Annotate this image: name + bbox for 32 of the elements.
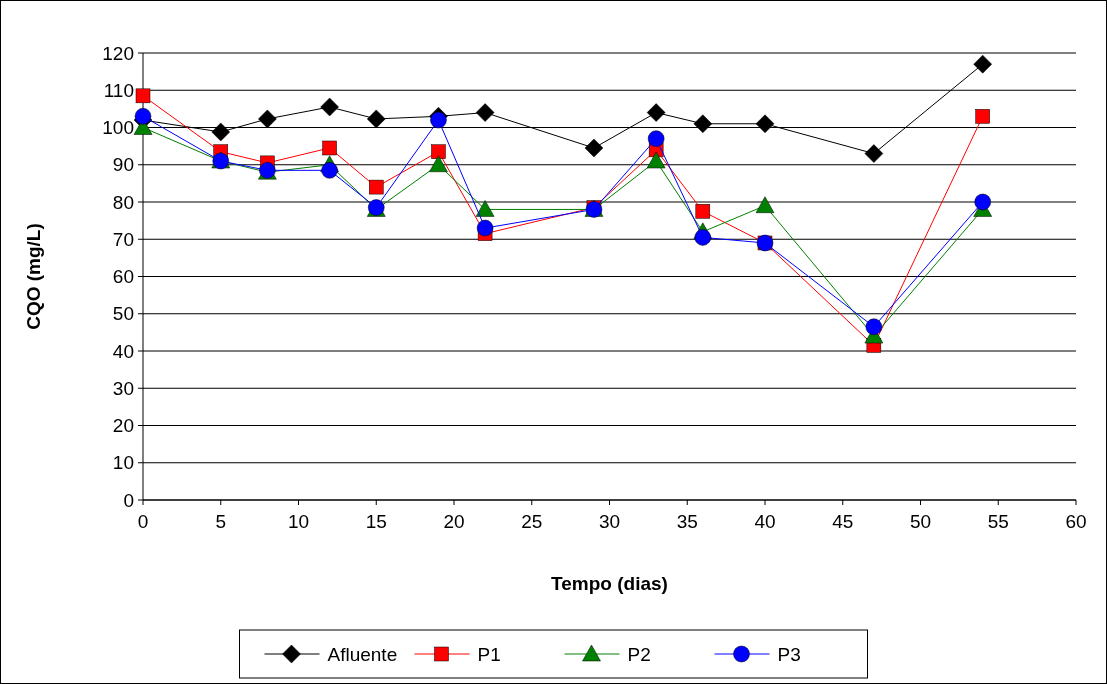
- x-tick-label: 20: [443, 511, 465, 532]
- x-tick-label: 25: [521, 511, 543, 532]
- y-tick-label: 10: [112, 452, 134, 474]
- x-tick-label: 55: [987, 511, 1009, 532]
- legend-label: P1: [477, 643, 501, 665]
- x-axis-title: Tempo (dias): [551, 573, 668, 594]
- y-tick-label: 80: [112, 191, 134, 213]
- y-tick-label: 70: [112, 228, 134, 250]
- x-tick-label: 35: [676, 511, 698, 532]
- x-tick-label: 0: [137, 511, 149, 532]
- y-tick-label: 120: [102, 42, 134, 64]
- y-tick-label: 110: [103, 79, 134, 101]
- x-tick-label: 50: [909, 511, 932, 532]
- legend-label: Afluente: [327, 643, 398, 665]
- x-tick-label: 30: [598, 511, 621, 532]
- y-tick-label: 50: [112, 303, 134, 325]
- y-axis-title: CQO (mg/L): [23, 223, 44, 330]
- y-tick-label: 90: [112, 154, 134, 176]
- x-tick-label: 45: [832, 511, 854, 532]
- y-tick-label: 40: [112, 340, 134, 362]
- x-tick-label: 10: [287, 511, 310, 532]
- y-tick-label: 20: [112, 415, 134, 437]
- y-tick-label: 30: [112, 377, 134, 399]
- x-tick-label: 60: [1065, 511, 1087, 532]
- legend-label: P2: [627, 643, 651, 665]
- y-tick-label: 100: [102, 117, 134, 139]
- y-tick-label: 0: [123, 489, 134, 511]
- x-tick-label: 40: [754, 511, 776, 532]
- legend-label: P3: [777, 643, 801, 665]
- x-tick-label: 5: [215, 511, 227, 532]
- x-tick-label: 15: [365, 511, 387, 532]
- y-tick-label: 60: [112, 266, 134, 288]
